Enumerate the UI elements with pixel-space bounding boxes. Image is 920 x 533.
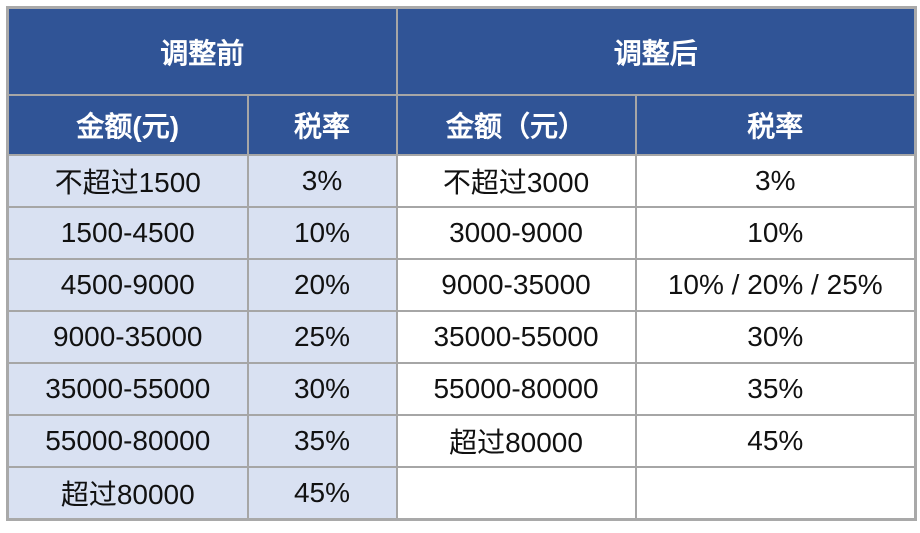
header-before: 调整前 <box>6 6 398 96</box>
cell-before-rate: 20% <box>246 258 398 312</box>
cell-after-rate: 45% <box>634 414 917 468</box>
cell-after-amount: 55000-80000 <box>395 362 637 416</box>
cell-before-rate: 45% <box>246 466 398 521</box>
table-row: 超过80000 45% <box>6 466 917 521</box>
cell-after-amount: 35000-55000 <box>395 310 637 364</box>
cell-after-amount: 3000-9000 <box>395 206 637 260</box>
cell-after-rate: 3% <box>634 154 917 208</box>
header-before-rate: 税率 <box>246 94 398 156</box>
cell-before-amount: 35000-55000 <box>6 362 249 416</box>
table-row: 9000-35000 25% 35000-55000 30% <box>6 310 917 364</box>
cell-after-rate: 10% <box>634 206 917 260</box>
tax-rate-table: 调整前 调整后 金额(元) 税率 金额（元） 税率 不超过1500 3% 不超过30… <box>6 6 918 521</box>
header-after: 调整后 <box>395 6 917 96</box>
cell-before-rate: 25% <box>246 310 398 364</box>
table-row: 35000-55000 30% 55000-80000 35% <box>6 362 917 416</box>
cell-after-rate: 35% <box>634 362 917 416</box>
cell-after-rate: 30% <box>634 310 917 364</box>
cell-after-amount: 不超过3000 <box>395 154 637 208</box>
cell-before-amount: 超过80000 <box>6 466 249 521</box>
cell-after-amount: 超过80000 <box>395 414 637 468</box>
cell-before-amount: 1500-4500 <box>6 206 249 260</box>
cell-before-amount: 55000-80000 <box>6 414 249 468</box>
cell-before-rate: 30% <box>246 362 398 416</box>
cell-before-amount: 4500-9000 <box>6 258 249 312</box>
table-row: 55000-80000 35% 超过80000 45% <box>6 414 917 468</box>
header-after-rate: 税率 <box>634 94 917 156</box>
cell-after-rate <box>634 466 917 521</box>
cell-before-amount: 不超过1500 <box>6 154 249 208</box>
cell-after-amount: 9000-35000 <box>395 258 637 312</box>
table-row: 4500-9000 20% 9000-35000 10% / 20% / 25% <box>6 258 917 312</box>
table-row: 不超过1500 3% 不超过3000 3% <box>6 154 917 208</box>
table-row: 1500-4500 10% 3000-9000 10% <box>6 206 917 260</box>
cell-before-rate: 10% <box>246 206 398 260</box>
cell-before-rate: 3% <box>246 154 398 208</box>
cell-after-amount <box>395 466 637 521</box>
header-before-amount: 金额(元) <box>6 94 249 156</box>
cell-before-amount: 9000-35000 <box>6 310 249 364</box>
group-header-row: 调整前 调整后 <box>6 6 917 96</box>
header-after-amount: 金额（元） <box>395 94 637 156</box>
cell-before-rate: 35% <box>246 414 398 468</box>
column-header-row: 金额(元) 税率 金额（元） 税率 <box>6 94 917 156</box>
cell-after-rate: 10% / 20% / 25% <box>634 258 917 312</box>
